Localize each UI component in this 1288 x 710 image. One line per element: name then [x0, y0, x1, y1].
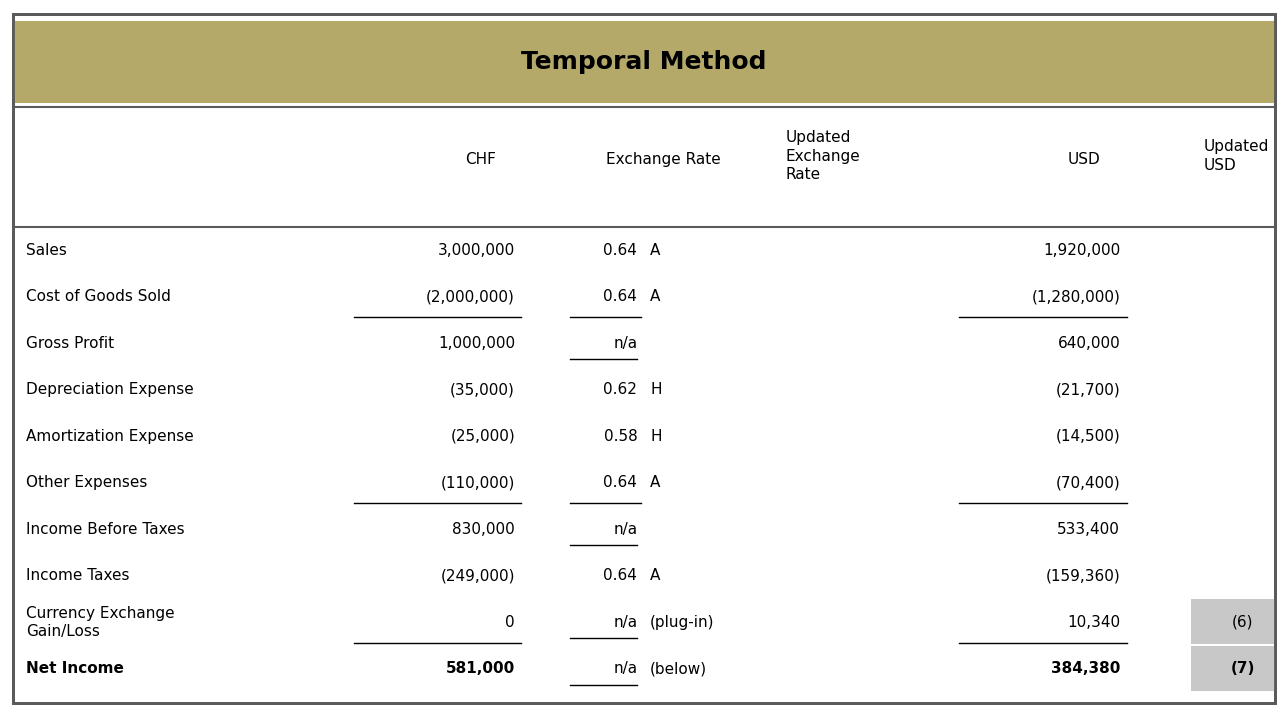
Text: Net Income: Net Income: [26, 662, 124, 677]
Text: 384,380: 384,380: [1051, 662, 1121, 677]
Text: Updated
USD: Updated USD: [1204, 139, 1269, 173]
Text: A: A: [650, 290, 661, 305]
FancyBboxPatch shape: [13, 21, 1275, 103]
Text: (25,000): (25,000): [451, 429, 515, 444]
Text: Sales: Sales: [26, 243, 67, 258]
Text: Other Expenses: Other Expenses: [26, 476, 147, 491]
Text: 10,340: 10,340: [1066, 615, 1121, 630]
Text: 830,000: 830,000: [452, 522, 515, 537]
Text: n/a: n/a: [613, 615, 638, 630]
Text: (35,000): (35,000): [450, 383, 515, 398]
Text: (plug-in): (plug-in): [650, 615, 715, 630]
Text: (70,400): (70,400): [1055, 476, 1121, 491]
Text: 533,400: 533,400: [1057, 522, 1121, 537]
Text: n/a: n/a: [613, 336, 638, 351]
FancyBboxPatch shape: [1191, 646, 1275, 691]
Text: 3,000,000: 3,000,000: [438, 243, 515, 258]
Text: (249,000): (249,000): [440, 569, 515, 584]
Text: 0.64: 0.64: [604, 476, 638, 491]
Text: (6): (6): [1231, 615, 1253, 630]
Text: 581,000: 581,000: [446, 662, 515, 677]
Text: n/a: n/a: [613, 662, 638, 677]
Text: Depreciation Expense: Depreciation Expense: [26, 383, 193, 398]
Text: Income Before Taxes: Income Before Taxes: [26, 522, 184, 537]
Text: (1,280,000): (1,280,000): [1032, 290, 1121, 305]
Text: Cost of Goods Sold: Cost of Goods Sold: [26, 290, 170, 305]
Text: 0.64: 0.64: [604, 243, 638, 258]
Text: USD: USD: [1068, 152, 1101, 168]
Text: 0.58: 0.58: [604, 429, 638, 444]
Text: Temporal Method: Temporal Method: [522, 50, 766, 74]
Text: Exchange Rate: Exchange Rate: [605, 152, 720, 168]
Text: Income Taxes: Income Taxes: [26, 569, 129, 584]
Text: n/a: n/a: [613, 522, 638, 537]
Text: A: A: [650, 243, 661, 258]
Text: A: A: [650, 476, 661, 491]
Text: (7): (7): [1230, 662, 1255, 677]
Text: CHF: CHF: [465, 152, 496, 168]
Text: (2,000,000): (2,000,000): [426, 290, 515, 305]
Text: Amortization Expense: Amortization Expense: [26, 429, 193, 444]
Text: (below): (below): [650, 662, 707, 677]
Text: H: H: [650, 383, 662, 398]
Text: 0.64: 0.64: [604, 290, 638, 305]
Text: Gross Profit: Gross Profit: [26, 336, 113, 351]
Text: Currency Exchange
Gain/Loss: Currency Exchange Gain/Loss: [26, 606, 174, 639]
Text: (21,700): (21,700): [1055, 383, 1121, 398]
Text: A: A: [650, 569, 661, 584]
Text: H: H: [650, 429, 662, 444]
Text: (110,000): (110,000): [440, 476, 515, 491]
Text: (14,500): (14,500): [1055, 429, 1121, 444]
Text: 1,920,000: 1,920,000: [1043, 243, 1121, 258]
Text: 0: 0: [505, 615, 515, 630]
Text: Updated
Exchange
Rate: Updated Exchange Rate: [786, 130, 860, 182]
Text: 0.64: 0.64: [604, 569, 638, 584]
Text: (159,360): (159,360): [1046, 569, 1121, 584]
FancyBboxPatch shape: [13, 14, 1275, 703]
Text: 0.62: 0.62: [604, 383, 638, 398]
Text: 640,000: 640,000: [1057, 336, 1121, 351]
Text: 1,000,000: 1,000,000: [438, 336, 515, 351]
FancyBboxPatch shape: [1191, 599, 1275, 645]
